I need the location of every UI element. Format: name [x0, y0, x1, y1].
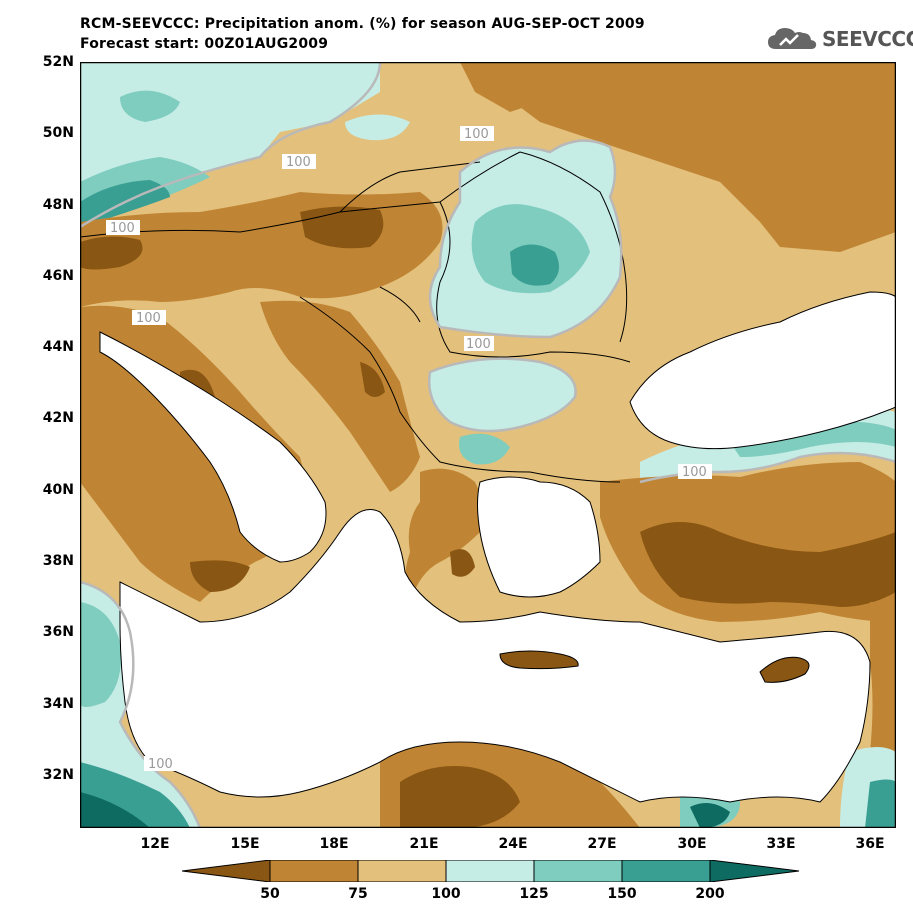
contour-label: 100: [466, 337, 491, 352]
colorbar: [181, 859, 800, 883]
contour-label: 100: [110, 221, 135, 236]
colorbar-tick-label: 125: [519, 886, 549, 902]
anomaly-band-below-50: [190, 560, 250, 592]
colorbar-tick-label: 75: [348, 886, 368, 902]
precipitation-anomaly-map: 100 100 100 100 100 100 100: [79, 61, 897, 829]
forecast-start-label: Forecast start: 00Z01AUG2009: [80, 36, 329, 52]
lon-label: 15E: [230, 836, 260, 852]
colorbar-swatch: [533, 859, 623, 883]
colorbar-swatch: [269, 859, 359, 883]
cloud-icon: [768, 28, 817, 49]
lat-label: 42N: [42, 410, 74, 426]
anomaly-band-50-75: [500, 62, 896, 252]
lat-label: 32N: [42, 767, 74, 783]
anomaly-band-125-150: [80, 602, 121, 707]
anomaly-band-150-200: [690, 803, 730, 828]
anomaly-band-below-50: [80, 236, 143, 270]
map-canvas: 100 100 100 100 100 100 100: [79, 61, 897, 829]
adriatic-ionian-sea: [99, 331, 327, 563]
lat-label: 50N: [42, 125, 74, 141]
anomaly-band-below-50: [400, 766, 520, 828]
anomaly-band-150-200: [510, 244, 559, 286]
colorbar-tick-label: 150: [607, 886, 637, 902]
lat-label: 40N: [42, 482, 74, 498]
lat-label: 48N: [42, 197, 74, 213]
lon-label: 12E: [140, 836, 170, 852]
lat-label: 38N: [42, 553, 74, 569]
anomaly-band-below-50: [640, 522, 896, 607]
logo-text: SEEVCCC: [822, 27, 913, 51]
colorbar-swatch: [445, 859, 535, 883]
seevccc-logo: SEEVCCC: [766, 24, 913, 54]
lon-label: 18E: [319, 836, 349, 852]
aegean-sea: [477, 476, 601, 598]
contour-label: 100: [682, 465, 707, 480]
crete-island: [499, 650, 579, 670]
anomaly-band-100-125: [429, 358, 576, 431]
colorbar-swatch: [621, 859, 711, 883]
anomaly-band-125-150: [459, 433, 510, 465]
contour-label: 100: [286, 155, 311, 170]
lat-label: 36N: [42, 624, 74, 640]
anomaly-band-below-50: [450, 549, 475, 577]
contour-label-group: 100 100 100 100 100 100 100: [106, 126, 712, 772]
anomaly-band-50-75: [460, 62, 540, 112]
cyprus-island: [759, 656, 810, 683]
anomaly-band-100-125: [345, 114, 410, 141]
anomaly-band-50-75: [405, 468, 484, 602]
map-frame: [79, 61, 897, 829]
mediterranean-sea: [119, 509, 871, 803]
lon-label: 21E: [409, 836, 439, 852]
lon-label: 36E: [855, 836, 885, 852]
colorbar-swatch: [181, 859, 271, 883]
lat-label: 52N: [42, 54, 74, 70]
contour-label: 100: [148, 757, 173, 772]
anomaly-band-below-50: [360, 362, 385, 397]
colorbar-swatch: [709, 859, 800, 883]
contour-label: 100: [136, 311, 161, 326]
lat-label: 46N: [42, 268, 74, 284]
lat-label: 44N: [42, 339, 74, 355]
colorbar-svg: [181, 859, 800, 883]
colorbar-tick-label: 50: [260, 886, 280, 902]
lon-label: 33E: [766, 836, 796, 852]
anomaly-band-150-200: [865, 779, 896, 828]
colorbar-tick-label: 200: [695, 886, 725, 902]
map-title: RCM-SEEVCCC: Precipitation anom. (%) for…: [80, 16, 645, 32]
colorbar-swatch: [357, 859, 447, 883]
contour-label: 100: [464, 127, 489, 142]
lon-label: 30E: [677, 836, 707, 852]
anomaly-band-125-150: [730, 422, 896, 457]
lon-label: 27E: [587, 836, 617, 852]
anomaly-band-125-150: [120, 90, 180, 122]
anomaly-band-150-200: [80, 792, 150, 828]
country-borders: [80, 151, 631, 483]
colorbar-tick-label: 100: [431, 886, 461, 902]
lat-label: 34N: [42, 696, 74, 712]
lon-label: 24E: [498, 836, 528, 852]
anomaly-band-50-75: [260, 300, 420, 492]
